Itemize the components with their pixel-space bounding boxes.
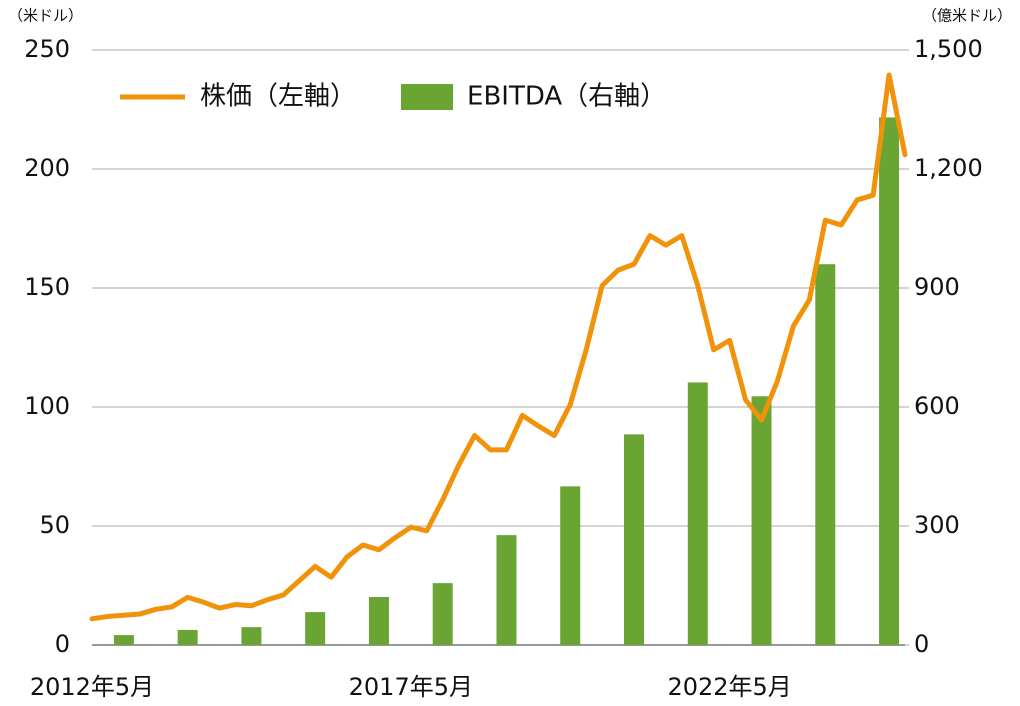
bar <box>241 627 262 645</box>
price-line <box>89 72 908 622</box>
x-tick-label: 2017年5月 <box>349 673 473 701</box>
y2-tick-label: 300 <box>914 511 960 539</box>
x-tick-label: 2012年5月 <box>30 673 154 701</box>
bar <box>624 434 644 645</box>
y-tick-label: 50 <box>39 511 70 539</box>
legend-label: 株価（左軸） <box>200 82 356 112</box>
y2-tick-label: 900 <box>914 273 960 301</box>
bar <box>560 486 581 645</box>
y-unit: （米ドル） <box>8 7 83 25</box>
bar <box>368 597 389 645</box>
y-tick-label: 150 <box>24 273 70 301</box>
y-tick-label: 250 <box>24 35 70 63</box>
y2-tick-label: 1,200 <box>914 154 983 182</box>
legend-label: EBITDA（右軸） <box>467 82 666 112</box>
bar <box>113 635 134 645</box>
bar <box>815 264 836 645</box>
y2-tick-label: 1,500 <box>914 35 983 63</box>
y2-tick-label: 600 <box>914 392 960 420</box>
bar <box>305 612 326 645</box>
y2-tick-label: 0 <box>914 630 929 658</box>
bar <box>496 535 517 645</box>
y2-unit: （億米ドル） <box>922 7 1012 25</box>
y-tick-label: 0 <box>55 630 70 658</box>
legend-swatch <box>401 84 454 110</box>
bar <box>432 583 453 645</box>
x-tick-label: 2022年5月 <box>667 673 791 701</box>
bar <box>687 382 708 645</box>
bar <box>879 117 900 645</box>
bar <box>177 629 198 645</box>
y-tick-label: 200 <box>24 154 70 182</box>
y-tick-label: 100 <box>24 392 70 420</box>
bar <box>751 396 772 645</box>
